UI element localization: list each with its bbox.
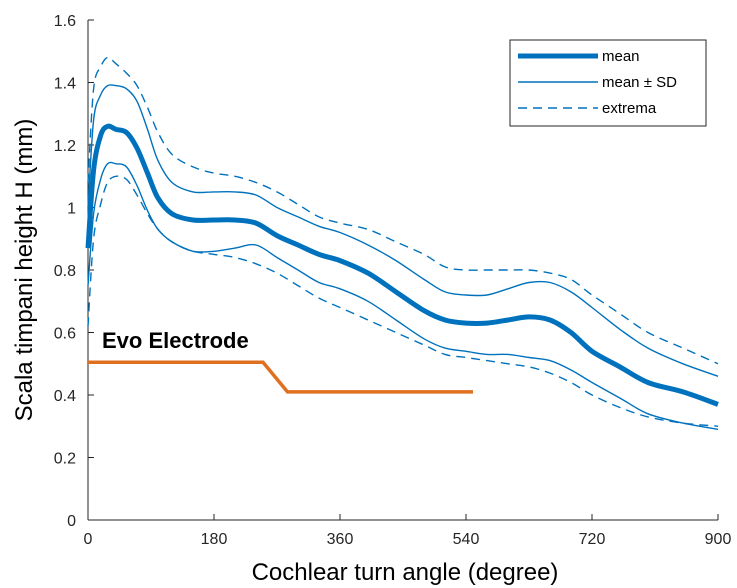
y-tick-label: 1.6 xyxy=(54,13,76,30)
y-tick-label: 0.8 xyxy=(54,263,76,280)
y-axis-label: Scala timpani height H (mm) xyxy=(11,119,38,422)
y-tick-label: 0.4 xyxy=(54,388,76,405)
x-tick-label: 0 xyxy=(84,531,93,548)
electrode-profile-line xyxy=(88,360,473,394)
y-tick-label: 0 xyxy=(67,513,76,530)
series-line-1 xyxy=(87,84,719,377)
y-tick-label: 1.4 xyxy=(54,76,76,93)
y-tick-label: 0.6 xyxy=(54,326,76,343)
series-line-0 xyxy=(85,123,719,407)
x-tick-label: 540 xyxy=(453,531,480,548)
annotation-layer: Evo Electrode xyxy=(88,328,473,394)
x-tick-label: 360 xyxy=(327,531,354,548)
series-line-4 xyxy=(87,175,719,427)
series-layer xyxy=(85,56,719,431)
y-tick-label: 1 xyxy=(67,201,76,218)
x-tick-label: 180 xyxy=(201,531,228,548)
x-tick-label: 900 xyxy=(705,531,732,548)
x-tick-label: 720 xyxy=(579,531,606,548)
y-tick-label: 0.2 xyxy=(54,451,76,468)
series-line-2 xyxy=(87,161,719,431)
legend-label-1: mean ± SD xyxy=(602,74,677,91)
legend-label-0: mean xyxy=(602,48,640,65)
legend: mean mean ± SD extrema xyxy=(509,39,707,127)
x-axis-label: Cochlear turn angle (degree) xyxy=(252,559,559,586)
ticks: 0 180 360 540 720 900 0 0.2 0.4 0.6 0.8 1 1.2 1.4 1.6 xyxy=(54,13,732,548)
electrode-label: Evo Electrode xyxy=(102,328,249,353)
series-line-3 xyxy=(87,56,719,365)
y-tick-label: 1.2 xyxy=(54,138,76,155)
legend-label-2: extrema xyxy=(602,100,657,117)
